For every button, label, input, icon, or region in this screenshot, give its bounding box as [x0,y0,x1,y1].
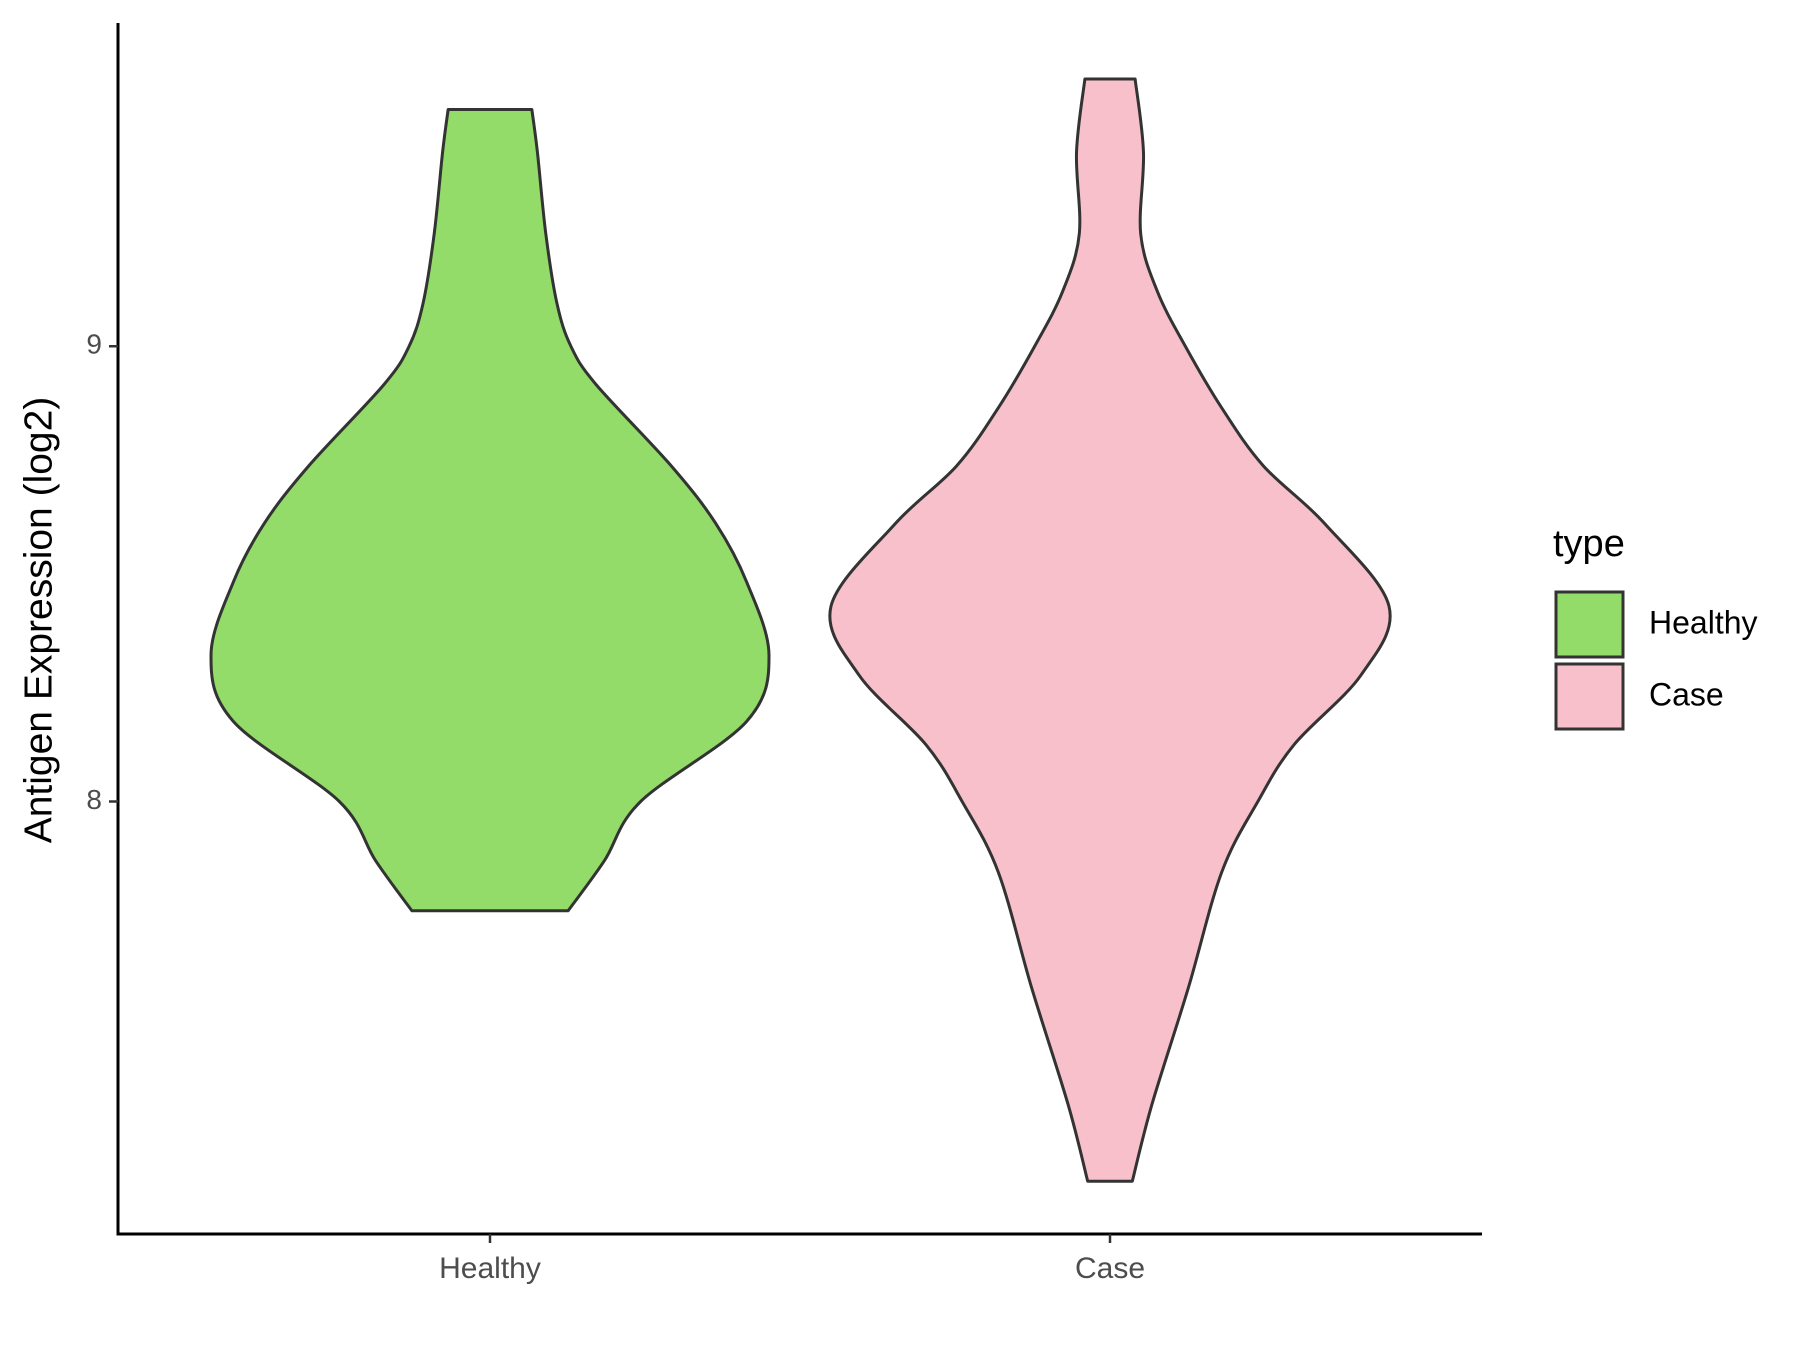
x-tick-label: Case [1075,1252,1145,1285]
violin [209,108,771,913]
violin [828,77,1392,1183]
y-axis-title: Antigen Expression (log2) [17,397,60,844]
legend-label: Case [1649,676,1724,712]
y-tick-label: 9 [86,329,102,360]
y-tick-label: 8 [86,784,102,815]
legend-title: type [1553,523,1625,565]
x-tick-label: Healthy [439,1252,541,1285]
legend-label: Healthy [1649,604,1758,640]
legend-key [1554,662,1625,731]
legend-key [1554,590,1625,659]
